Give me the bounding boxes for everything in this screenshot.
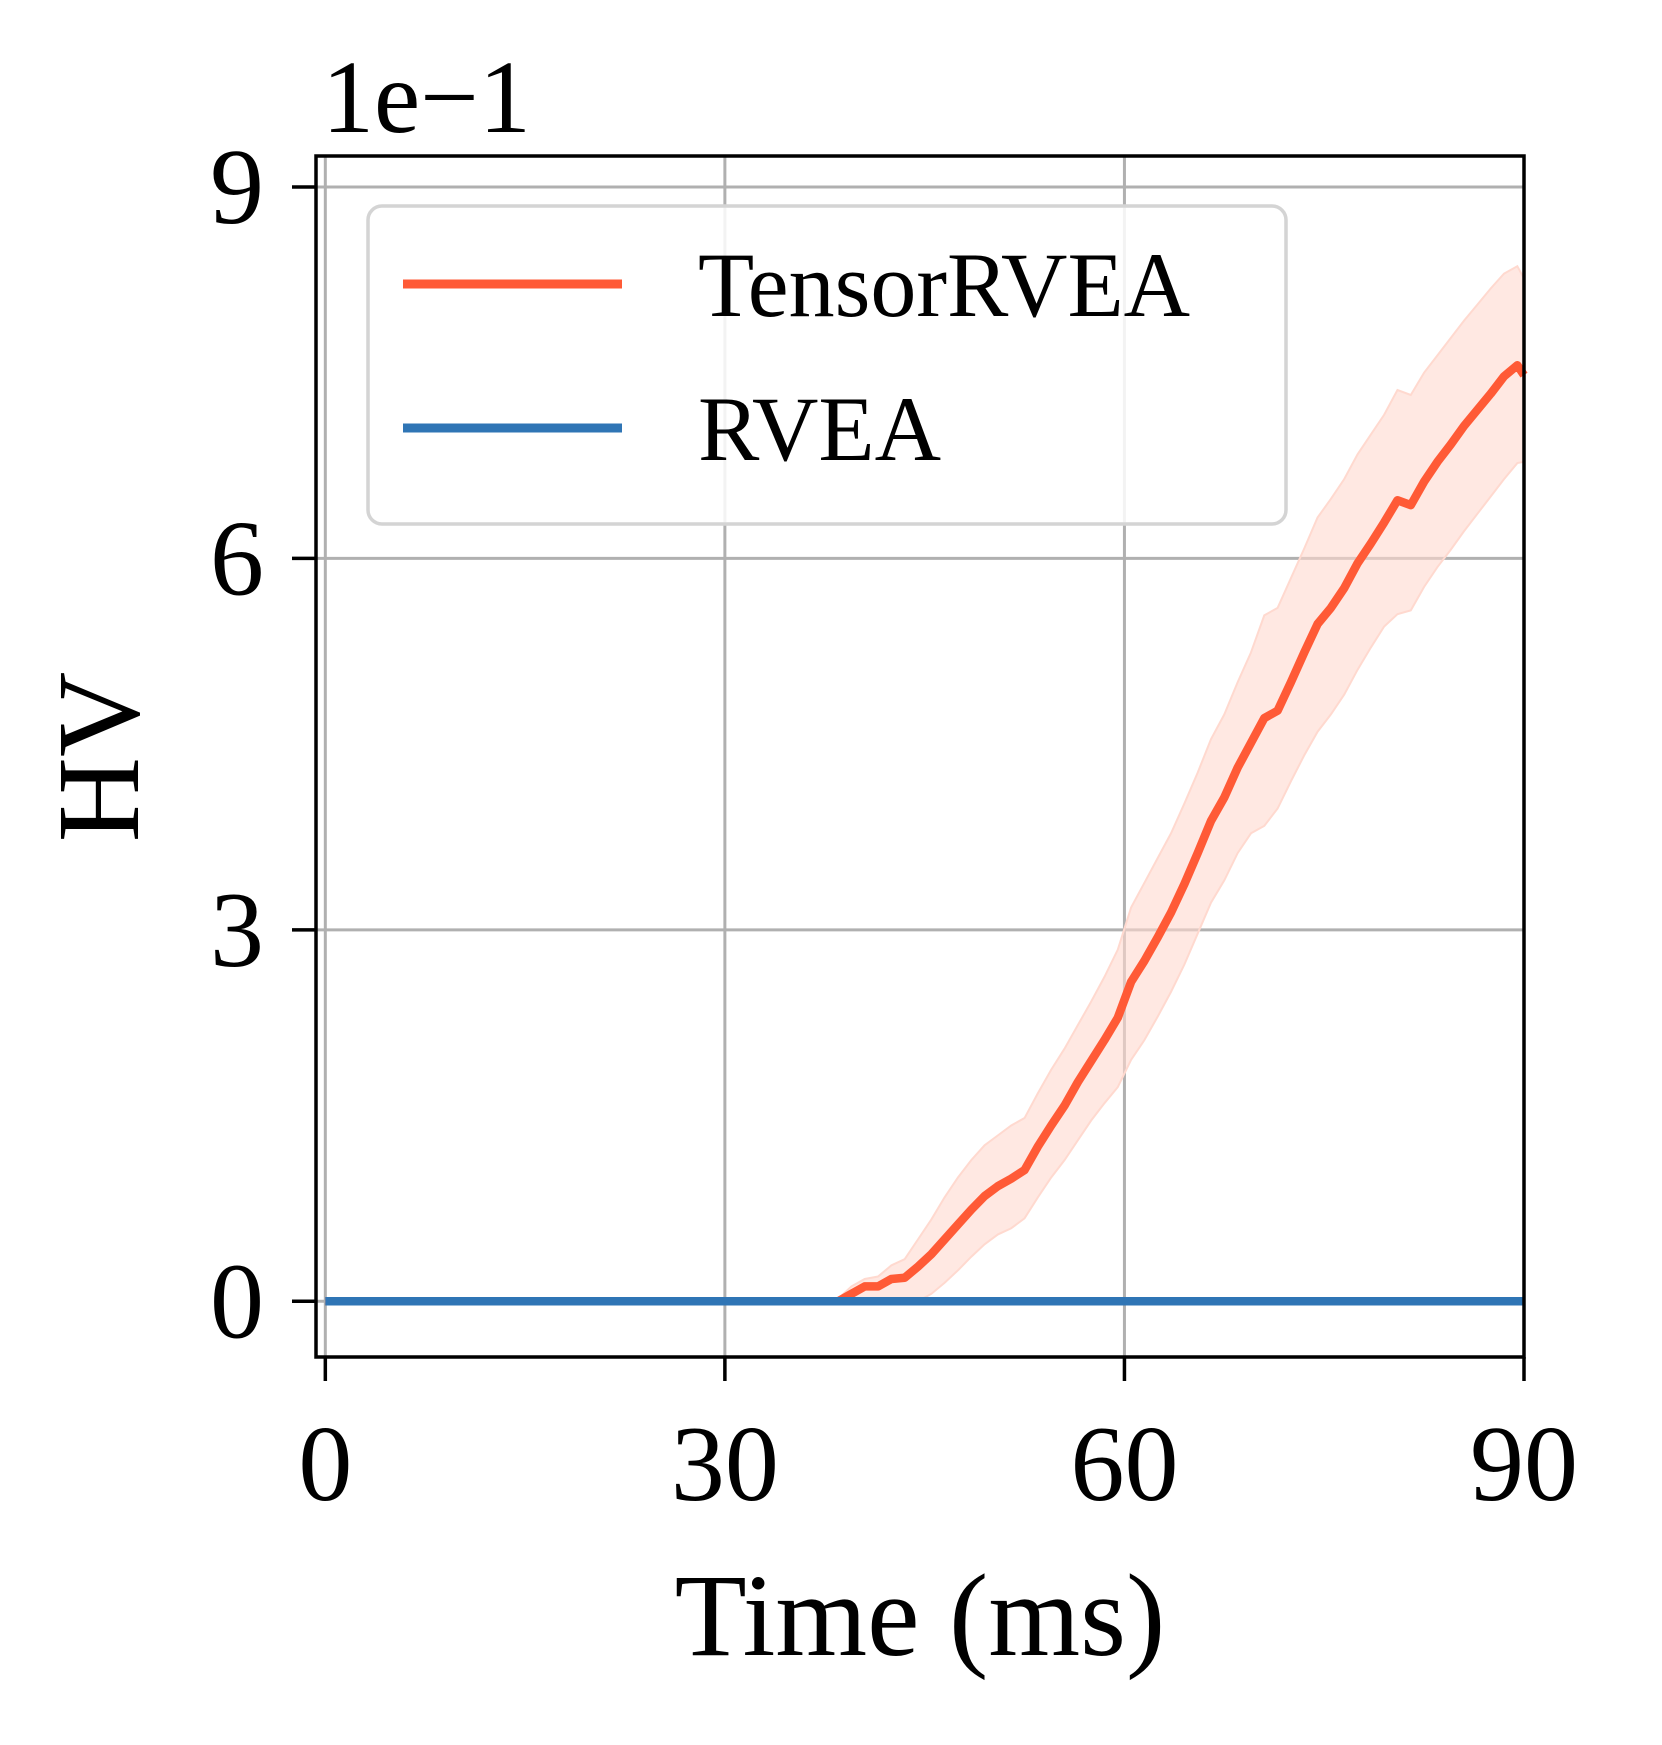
y-tick-label-0: 0 [210,1242,264,1361]
tensorrvea-series-line [325,360,1528,1306]
axis-ticks: 0 30 60 90 0 3 6 9 [210,128,1578,1524]
x-tick-label-1: 30 [671,1405,779,1524]
y-tick-label-1: 3 [210,871,264,990]
x-tick-label-0: 0 [298,1405,352,1524]
legend: TensorRVEA RVEA [366,204,1288,526]
x-axis-label: Time (ms) [675,1550,1166,1681]
x-tick-label-2: 60 [1070,1405,1178,1524]
legend-label-rvea: RVEA [698,378,941,480]
y-tick-label-3: 9 [210,128,264,247]
y-axis-label: HV [33,672,164,842]
y-tick-label-2: 6 [210,499,264,618]
plot-frame [314,154,1526,1359]
legend-label-tensorrvea: TensorRVEA [698,234,1190,336]
series-lines [325,360,1528,1306]
x-tick-label-3: 90 [1470,1405,1578,1524]
y-offset-label: 1e−1 [322,40,531,155]
